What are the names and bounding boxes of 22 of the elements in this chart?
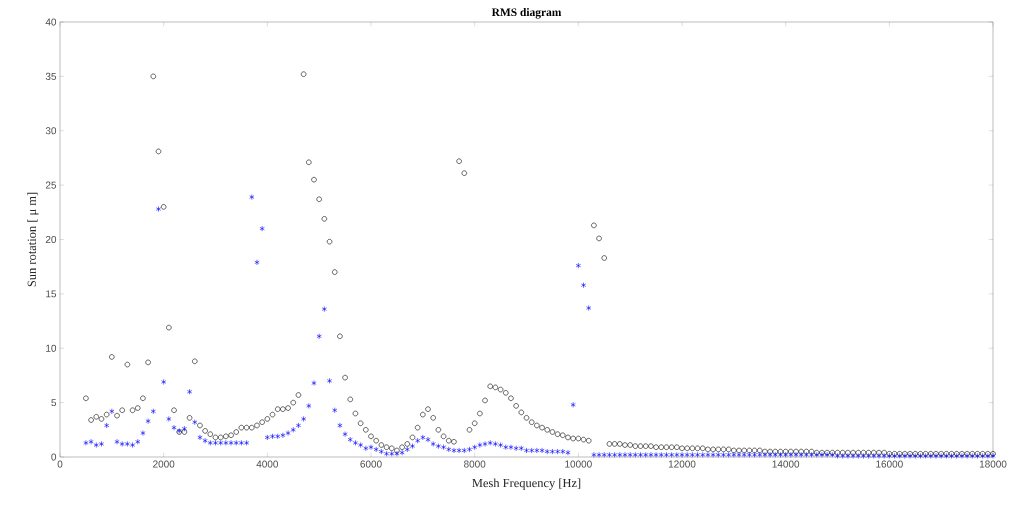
x-axis-title: Mesh Frequency [Hz] bbox=[472, 478, 581, 490]
chart-title: RMS diagram bbox=[491, 8, 562, 19]
x-tick-label: 12000 bbox=[668, 460, 696, 468]
y-tick-label: 0 bbox=[51, 453, 57, 461]
x-tick-label: 4000 bbox=[256, 460, 279, 468]
x-tick-label: 8000 bbox=[464, 460, 486, 468]
x-tick-label: 2000 bbox=[153, 460, 175, 468]
y-tick-label: 15 bbox=[46, 290, 57, 298]
x-tick-label: 6000 bbox=[360, 460, 382, 468]
x-tick-label: 0 bbox=[57, 460, 63, 468]
x-tick-label: 10000 bbox=[565, 460, 592, 468]
y-axis-title: Sun rotation [ μ m] bbox=[27, 192, 39, 287]
x-tick-label: 18000 bbox=[979, 460, 1007, 468]
y-tick-label: 25 bbox=[45, 181, 57, 189]
x-tick-label: 16000 bbox=[876, 460, 903, 468]
y-tick-label: 40 bbox=[45, 18, 57, 26]
y-tick-label: 30 bbox=[45, 127, 57, 135]
y-tick-label: 20 bbox=[45, 235, 57, 244]
y-tick-label: 35 bbox=[45, 72, 57, 80]
y-tick-label: 5 bbox=[51, 399, 57, 407]
y-tick-label: 10 bbox=[46, 344, 57, 352]
x-tick-label: 14000 bbox=[772, 460, 800, 468]
